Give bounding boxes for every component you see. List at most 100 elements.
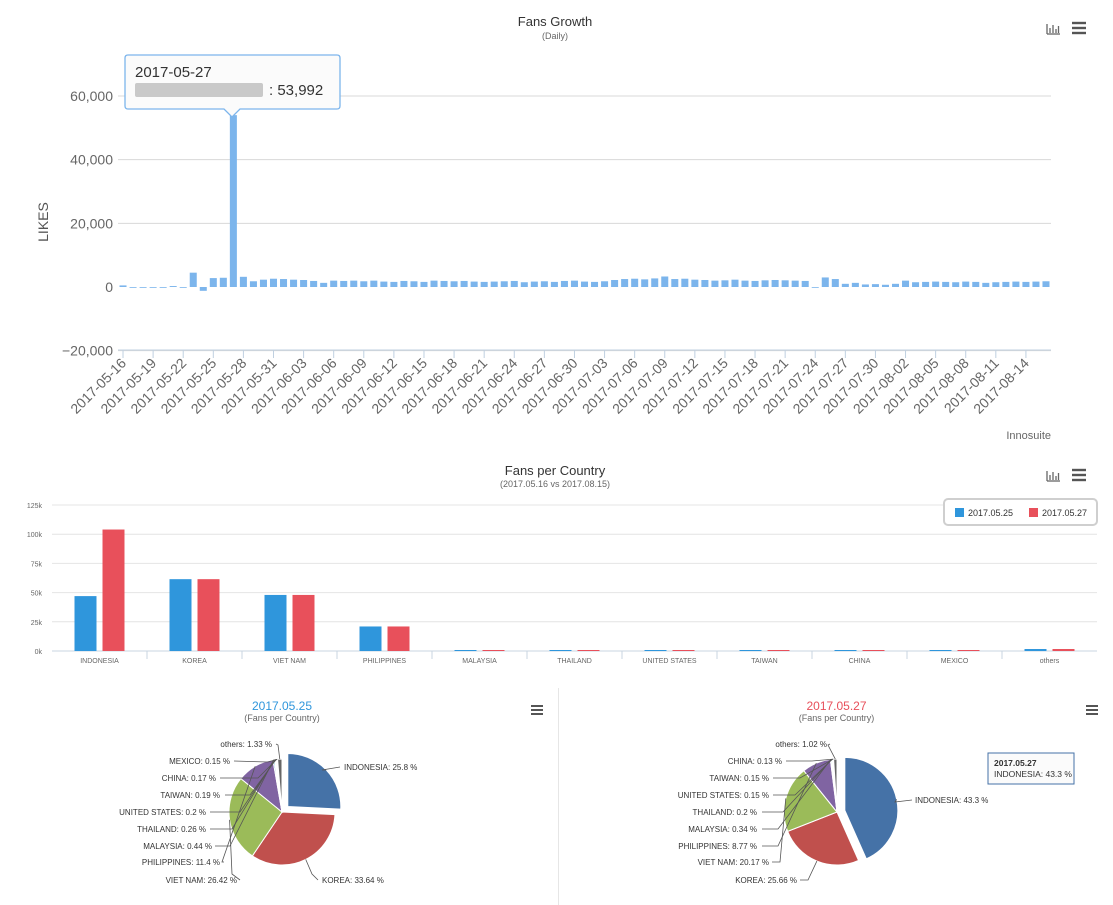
growth-bar [410, 281, 418, 287]
country-x-label: MALAYSIA [462, 658, 497, 665]
legend-item-2[interactable]: 2017.05.27 [1042, 508, 1087, 518]
country-bar [102, 529, 125, 651]
pie-slice [287, 752, 342, 810]
pie-divider [558, 688, 559, 905]
growth-bar [891, 283, 900, 287]
country-chart: 0k 25k 50k 75k 100k 125k INDONESIA KOREA VIET N… [27, 498, 1098, 665]
country-legend: 2017.05.25 2017.05.27 [943, 498, 1098, 526]
country-bar [454, 650, 477, 651]
growth-bar [1012, 281, 1020, 287]
pie-connector [773, 758, 833, 796]
growth-bar [179, 287, 187, 288]
growth-bar [209, 278, 217, 287]
growth-bar [1042, 281, 1050, 287]
growth-bar [149, 287, 157, 288]
pie-data-label: PHILIPPINES: 11.4 % [142, 858, 220, 867]
growth-bar [751, 280, 759, 287]
pie-connector [221, 766, 256, 863]
pie-data-label: UNITED STATES: 0.15 % [678, 791, 769, 800]
country-bar [197, 579, 220, 651]
growth-bar [932, 281, 940, 287]
growth-bar [841, 283, 849, 287]
country-bar [929, 650, 952, 651]
bar-chart-icon[interactable] [1044, 467, 1062, 483]
growth-bar [280, 279, 288, 287]
pie-data-label: others: 1.02 % [775, 740, 827, 749]
pie-slice [787, 811, 860, 866]
pie-connector [800, 860, 818, 881]
pie-connector [762, 759, 832, 830]
growth-bar [821, 277, 829, 287]
growth-bar [249, 281, 257, 287]
growth-bar [902, 280, 910, 287]
tooltip-series-blurred [135, 83, 263, 97]
growth-bar [139, 287, 147, 288]
country-x-label: THAILAND [557, 658, 592, 665]
growth-subtitle: (Daily) [542, 31, 568, 41]
hamburger-menu-icon[interactable] [1085, 703, 1099, 717]
bar-chart-icon[interactable] [1044, 20, 1062, 36]
hamburger-menu-icon[interactable] [1071, 467, 1087, 483]
growth-bar [530, 281, 538, 287]
pie-connector [220, 758, 278, 779]
growth-bar [560, 280, 568, 287]
growth-bar [239, 276, 247, 287]
growth-bar [781, 280, 789, 287]
tooltip-date: 2017-05-27 [135, 64, 212, 81]
country-bar [549, 650, 572, 651]
country-x-label: CHINA [849, 658, 871, 665]
pie-connector [827, 743, 836, 760]
pie-data-label: TAIWAN: 0.15 % [709, 774, 769, 783]
country-y-tick: 100k [27, 532, 43, 539]
pie-connector [321, 766, 341, 771]
growth-y-axis-label: LIKES [35, 202, 51, 242]
legend-swatch-1 [955, 508, 964, 517]
pie-connector [762, 763, 817, 847]
growth-bar [390, 281, 398, 287]
growth-bar [219, 277, 227, 287]
legend-item-1[interactable]: 2017.05.25 [968, 508, 1013, 518]
growth-bar [771, 279, 779, 287]
growth-bar [982, 282, 990, 287]
growth-bar [711, 280, 719, 287]
hamburger-menu-icon[interactable] [1071, 20, 1087, 36]
pie-connector [762, 758, 833, 813]
growth-bar [661, 276, 669, 287]
country-y-tick: 125k [27, 503, 43, 510]
growth-bar [922, 281, 930, 287]
pie-connector [210, 759, 276, 830]
growth-bar [611, 279, 619, 287]
country-bar [862, 650, 885, 651]
growth-bar [1022, 281, 1030, 287]
growth-bar [360, 281, 368, 287]
pie-slice [228, 777, 283, 857]
growth-bar [701, 279, 709, 287]
country-y-tick: 25k [31, 620, 43, 627]
growth-bar [500, 281, 508, 287]
tooltip-value: : 53,992 [269, 82, 323, 99]
hamburger-menu-icon[interactable] [530, 703, 544, 717]
growth-bar [591, 281, 599, 287]
country-x-label: others [1040, 658, 1060, 665]
pie-slice [844, 756, 899, 860]
country-bar [834, 650, 857, 651]
growth-bar [350, 280, 358, 287]
growth-bar [159, 287, 167, 288]
country-y-tick: 0k [35, 649, 43, 656]
growth-bar [550, 281, 558, 287]
growth-bar [420, 281, 428, 287]
growth-bar [129, 287, 137, 288]
growth-bar [510, 280, 518, 287]
growth-bar [972, 281, 980, 287]
country-bar [264, 594, 287, 651]
growth-bar [189, 272, 197, 287]
growth-y-tick: 20,000 [70, 215, 113, 231]
pie-data-label: KOREA: 25.66 % [735, 876, 797, 885]
growth-bar [791, 280, 799, 287]
pie-data-label: KOREA: 33.64 % [322, 876, 384, 885]
growth-credit[interactable]: Innosuite [1006, 430, 1051, 442]
country-bar [1052, 649, 1075, 651]
country-bar [767, 650, 790, 651]
